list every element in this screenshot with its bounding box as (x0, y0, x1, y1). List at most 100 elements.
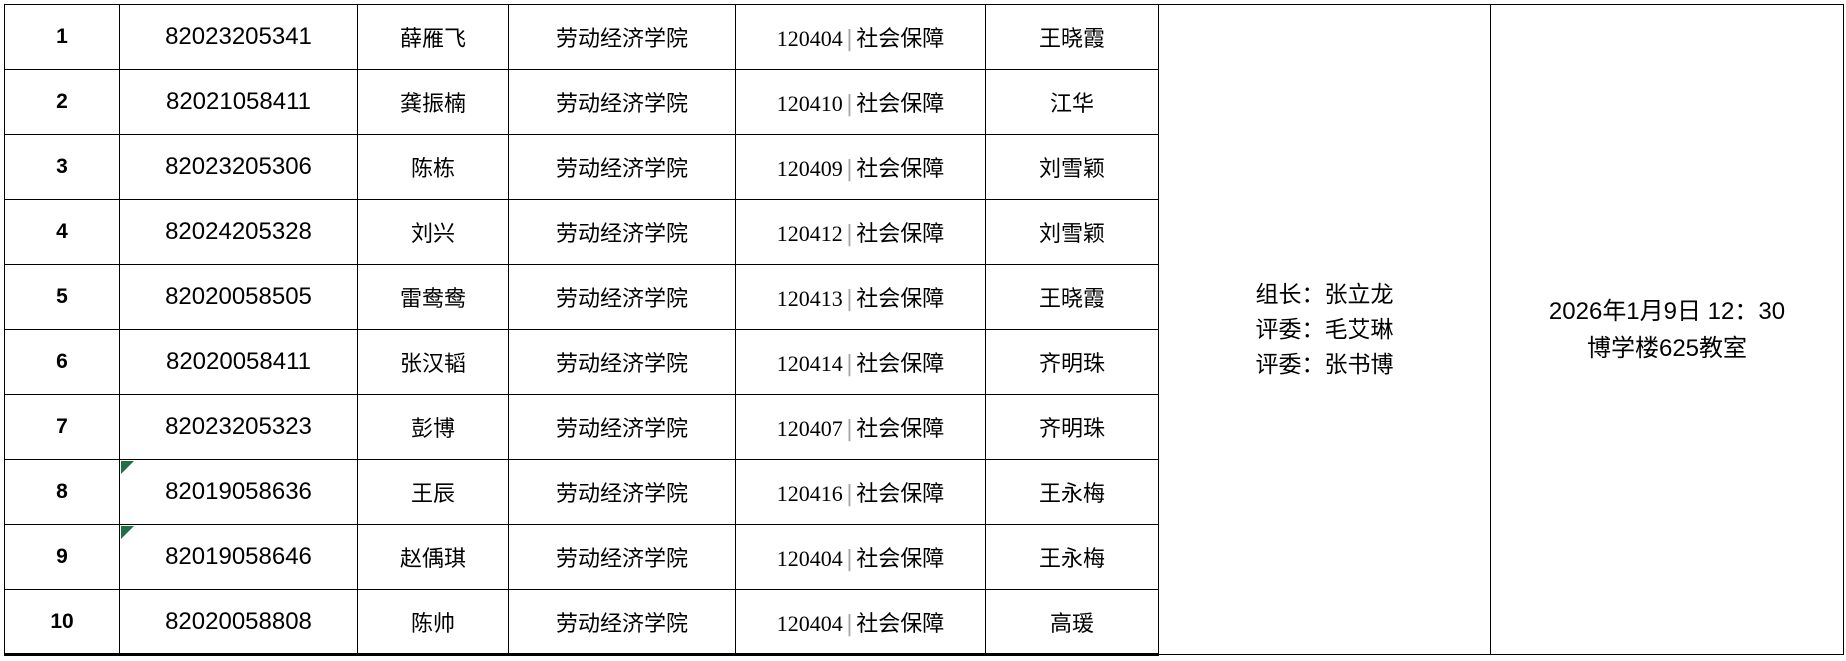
table-row: 3 82023205306 陈栋 劳动经济学院 120409 | 社会保障 刘雪颖 (4, 134, 1844, 200)
row-index-cell: 3 (4, 134, 120, 200)
major-name: 社会保障 (856, 546, 945, 571)
advisor-name: 王永梅 (1038, 481, 1105, 506)
table-row: 1 82023205341 薛雁飞 劳动经济学院 120404 | 社会保障 王晓霞… (4, 4, 1844, 655)
major-code: 120412 (776, 221, 843, 246)
student-name: 陈帅 (410, 610, 455, 636)
student-id: 82020058411 (165, 348, 312, 375)
major-separator: | (845, 287, 854, 312)
student-name: 薛雁飞 (399, 26, 466, 51)
student-name-cell: 赵偊琪 (357, 524, 509, 590)
student-id: 82023205306 (165, 153, 312, 180)
student-name: 龚振楠 (399, 91, 466, 116)
student-name-cell: 薛雁飞 (357, 4, 509, 70)
schedule-location: 博学楼625教室 (1586, 334, 1748, 362)
college-name: 劳动经济学院 (555, 221, 688, 246)
committee-leader: 组长：张立龙 (1255, 282, 1394, 307)
college-cell: 劳动经济学院 (508, 524, 736, 590)
row-index: 5 (56, 285, 68, 308)
schedule-datetime: 2026年1月9日 12：30 (1548, 297, 1786, 325)
major-separator: | (845, 417, 854, 442)
advisor-name: 齐明珠 (1038, 351, 1105, 376)
student-name-cell: 彭博 (357, 394, 509, 460)
table-row: 5 82020058505 雷鸯鸯 劳动经济学院 120413 | 社会保障 王晓霞 (4, 264, 1844, 330)
student-name-cell: 龚振楠 (357, 69, 509, 135)
advisor-name: 王晓霞 (1038, 286, 1105, 311)
student-name: 王辰 (410, 481, 455, 506)
major-separator: | (845, 92, 854, 117)
student-id: 82023205341 (165, 23, 312, 50)
college-cell: 劳动经济学院 (508, 589, 736, 656)
college-name: 劳动经济学院 (555, 156, 688, 181)
student-name-cell: 王辰 (357, 459, 509, 525)
major-separator: | (845, 547, 854, 572)
row-index: 10 (50, 609, 74, 633)
major-code: 120410 (776, 91, 843, 116)
student-name-cell: 张汉韬 (357, 329, 509, 395)
advisor-name: 江华 (1049, 91, 1094, 116)
table-row: 2 82021058411 龚振楠 劳动经济学院 120410 | 社会保障 江华 (4, 69, 1844, 135)
row-index-cell: 10 (4, 589, 120, 656)
major-cell: 120416 | 社会保障 (735, 459, 986, 525)
college-name: 劳动经济学院 (555, 481, 688, 506)
major-separator: | (845, 222, 854, 247)
student-name-cell: 刘兴 (357, 199, 509, 265)
major-separator: | (845, 27, 854, 52)
college-cell: 劳动经济学院 (508, 394, 736, 460)
college-name: 劳动经济学院 (555, 351, 688, 376)
row-index: 4 (56, 220, 68, 243)
major-name: 社会保障 (856, 286, 945, 311)
major-name: 社会保障 (856, 156, 945, 181)
major-cell: 120404 | 社会保障 (735, 524, 986, 590)
major-cell: 120414 | 社会保障 (735, 329, 986, 395)
advisor-cell: 江华 (985, 69, 1159, 135)
table-row: 9 82019058646 赵偊琪 劳动经济学院 120404 | 社会保障 王永梅 (4, 524, 1844, 590)
student-id-cell: 82020058505 (119, 264, 358, 330)
roster-table-body: 1 82023205341 薛雁飞 劳动经济学院 120404 | 社会保障 王晓霞… (4, 4, 1844, 656)
table-row: 8 82019058636 王辰 劳动经济学院 120416 | 社会保障 王永梅 (4, 459, 1844, 525)
row-index: 1 (56, 25, 68, 48)
major-code: 120416 (776, 481, 843, 506)
student-id-cell: 82019058636 (119, 459, 358, 525)
row-index-cell: 4 (4, 199, 120, 265)
committee-cell: 组长：张立龙 评委：毛艾琳 评委：张书博 (1158, 4, 1491, 655)
student-id-cell: 82020058411 (119, 329, 358, 395)
college-cell: 劳动经济学院 (508, 459, 736, 525)
major-code: 120409 (776, 156, 843, 181)
student-id-cell: 82019058646 (119, 524, 358, 590)
major-cell: 120409 | 社会保障 (735, 134, 986, 200)
advisor-name: 刘雪颖 (1038, 221, 1105, 246)
major-name: 社会保障 (856, 481, 945, 506)
advisor-cell: 王永梅 (985, 524, 1159, 590)
committee-judge-2: 评委：张书博 (1255, 352, 1394, 377)
college-name: 劳动经济学院 (555, 26, 688, 51)
college-cell: 劳动经济学院 (508, 264, 736, 330)
row-index-cell: 6 (4, 329, 120, 395)
advisor-name: 刘雪颖 (1038, 156, 1105, 181)
major-code: 120404 (776, 26, 843, 51)
table-row: 10 82020058808 陈帅 劳动经济学院 120404 | 社会保障 高瑗 (4, 589, 1844, 656)
row-index-cell: 9 (4, 524, 120, 590)
major-cell: 120404 | 社会保障 (735, 589, 986, 656)
student-id-cell: 82024205328 (119, 199, 358, 265)
table-row: 6 82020058411 张汉韬 劳动经济学院 120414 | 社会保障 齐明珠 (4, 329, 1844, 395)
text-format-flag-triangle-icon (121, 526, 134, 539)
student-name-cell: 陈栋 (357, 134, 509, 200)
table-row: 7 82023205323 彭博 劳动经济学院 120407 | 社会保障 齐明珠 (4, 394, 1844, 460)
college-name: 劳动经济学院 (555, 416, 688, 441)
committee-judge-1: 评委：毛艾琳 (1255, 317, 1394, 342)
major-cell: 120404 | 社会保障 (735, 4, 986, 70)
text-format-flag-triangle-icon (121, 461, 134, 474)
major-code: 120404 (776, 546, 843, 571)
row-index-cell: 1 (4, 4, 120, 70)
student-name: 陈栋 (410, 156, 455, 181)
major-separator: | (845, 157, 854, 182)
student-name: 赵偊琪 (399, 546, 466, 571)
advisor-name: 王永梅 (1038, 546, 1105, 571)
college-name: 劳动经济学院 (555, 286, 688, 311)
row-index: 6 (56, 350, 68, 373)
student-id-cell: 82023205306 (119, 134, 358, 200)
major-name: 社会保障 (856, 26, 945, 51)
major-name: 社会保障 (856, 610, 945, 636)
college-name: 劳动经济学院 (555, 91, 688, 116)
defense-roster-table: 1 82023205341 薛雁飞 劳动经济学院 120404 | 社会保障 王晓霞… (4, 4, 1844, 656)
